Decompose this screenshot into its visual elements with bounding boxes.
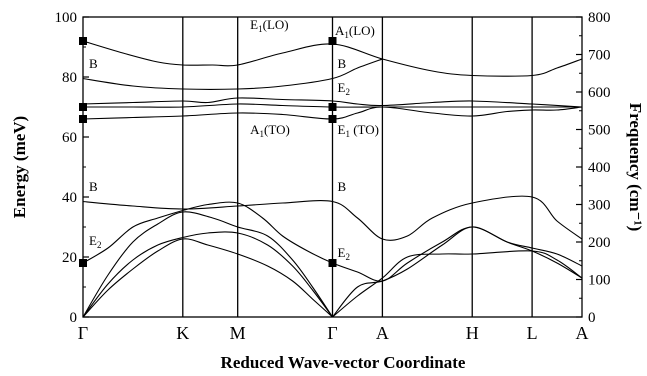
y-tick-label-80: 80 xyxy=(62,70,77,86)
y2-tick-label-0: 0 xyxy=(588,310,596,326)
mode-marker-6 xyxy=(328,103,337,111)
y2-tick-label-500: 500 xyxy=(588,123,611,139)
mode-annotations: E1(LO) A1(LO) B B E2 A1(TO) E1 (TO) B B E2 E2 xyxy=(89,17,379,262)
dispersion-branch-1 xyxy=(82,40,583,77)
dispersion-branch-11 xyxy=(332,250,583,318)
y2-axis-ticks: 0 100 200 300 400 500 600 700 800 xyxy=(576,10,611,326)
mode-marker-7 xyxy=(328,115,337,123)
mode-label-7: E1 (TO) xyxy=(337,122,378,139)
y2-tick-label-300: 300 xyxy=(588,198,611,214)
y2-tick-label-800: 800 xyxy=(588,10,611,26)
dispersion-branch-2 xyxy=(82,58,383,90)
k-point-label-6: H xyxy=(466,323,479,343)
dispersion-branch-10 xyxy=(82,238,333,318)
mode-label-1: E1(LO) xyxy=(250,17,288,34)
mode-label-11: E2 xyxy=(337,245,349,262)
dispersion-branch-9 xyxy=(82,231,333,318)
mode-marker-8 xyxy=(328,259,337,267)
y2-tick-label-100: 100 xyxy=(588,273,611,289)
k-point-label-1: Γ xyxy=(78,323,88,343)
y2-tick-label-600: 600 xyxy=(588,85,611,101)
mode-marker-5 xyxy=(328,37,337,45)
mode-label-5: E2 xyxy=(337,80,349,97)
y-axis-ticks: 0 20 40 60 80 100 xyxy=(55,10,89,326)
k-point-label-7: L xyxy=(527,323,538,343)
y-axis-title: Energy (meV) xyxy=(10,116,29,218)
x-axis-title: Reduced Wave-vector Coordinate xyxy=(221,353,466,372)
mode-label-9: B xyxy=(337,179,346,194)
mode-label-8: B xyxy=(89,179,98,194)
y-tick-label-40: 40 xyxy=(62,190,77,206)
mode-label-10: E2 xyxy=(89,233,101,250)
y2-tick-label-400: 400 xyxy=(588,160,611,176)
y-tick-label-60: 60 xyxy=(62,130,77,146)
k-point-label-4: Γ xyxy=(327,323,337,343)
y-tick-label-100: 100 xyxy=(55,10,78,26)
y-tick-label-20: 20 xyxy=(62,250,77,266)
dispersion-branch-12 xyxy=(332,226,583,318)
mode-label-6: A1(TO) xyxy=(250,122,290,139)
mode-label-4: B xyxy=(337,56,346,71)
y2-tick-label-700: 700 xyxy=(588,48,611,64)
dispersion-branch-8 xyxy=(82,211,333,318)
y-tick-label-0: 0 xyxy=(70,310,78,326)
k-point-label-8: A xyxy=(576,323,589,343)
y2-axis-title: Frequency (cm⁻¹) xyxy=(626,103,645,231)
k-point-label-3: M xyxy=(230,323,246,343)
y2-tick-label-200: 200 xyxy=(588,235,611,251)
dispersion-branch-5 xyxy=(82,106,583,120)
mode-label-2: A1(LO) xyxy=(335,23,375,40)
k-point-label-5: A xyxy=(376,323,389,343)
k-point-label-2: K xyxy=(176,323,189,343)
mode-label-3: B xyxy=(89,56,98,71)
